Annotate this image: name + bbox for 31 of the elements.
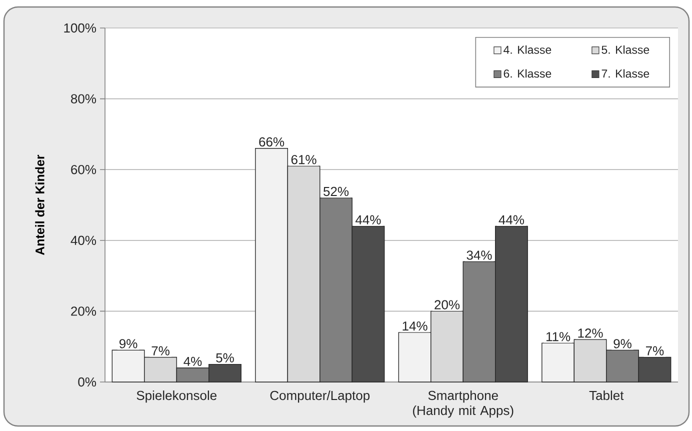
legend-label: 5. Klasse [602,45,650,54]
data-label: 4% [184,356,202,366]
y-tick-label: 100% [64,23,96,33]
data-label: 34% [466,250,492,260]
x-tick-label: Tablet [589,390,624,400]
data-label: 44% [498,215,524,224]
data-label: 9% [614,339,632,348]
data-label: 12% [578,328,603,338]
y-tick-label: 80% [71,94,96,104]
y-tick-label: 40% [70,236,96,245]
data-label: 7% [152,346,170,356]
x-tick-label: Computer/Laptop [270,390,370,403]
legend-label: 4. Klasse [504,45,552,54]
data-label: 61% [291,155,316,164]
data-label: 9% [120,339,138,348]
y-tick-label: 20% [71,306,96,316]
data-label: 14% [402,321,428,331]
legend-label: 7. Klasse [602,69,650,78]
data-label: 52% [324,186,349,196]
data-label: 5% [216,353,234,362]
data-label: 20% [434,300,460,310]
x-tick-label: Smartphone (Handy mit Apps) [413,390,514,418]
data-label: 11% [546,332,570,342]
y-tick-label: 0% [78,377,96,387]
data-label: 7% [646,346,664,356]
data-label: 44% [356,215,381,224]
data-label: 66% [259,137,284,147]
y-axis-title: Anteil der Kinder [35,154,44,256]
x-tick-label: Spielekonsole [136,390,216,403]
legend-label: 6. Klasse [504,69,552,78]
y-tick-label: 60% [71,164,96,174]
